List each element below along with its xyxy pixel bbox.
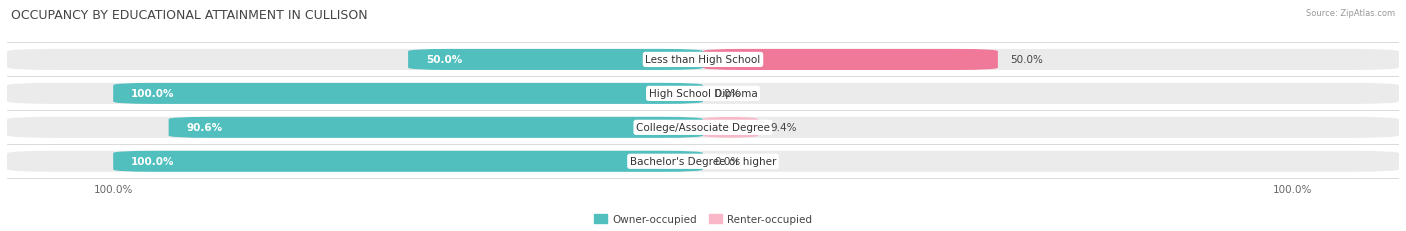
FancyBboxPatch shape [114, 83, 703, 104]
Text: Less than High School: Less than High School [645, 55, 761, 65]
FancyBboxPatch shape [703, 50, 998, 71]
FancyBboxPatch shape [169, 117, 703, 138]
Text: 90.6%: 90.6% [187, 123, 222, 133]
FancyBboxPatch shape [703, 117, 758, 138]
Legend: Owner-occupied, Renter-occupied: Owner-occupied, Renter-occupied [591, 210, 815, 228]
FancyBboxPatch shape [7, 50, 1399, 71]
FancyBboxPatch shape [7, 83, 1399, 104]
Text: OCCUPANCY BY EDUCATIONAL ATTAINMENT IN CULLISON: OCCUPANCY BY EDUCATIONAL ATTAINMENT IN C… [11, 9, 368, 22]
Text: 100.0%: 100.0% [131, 89, 174, 99]
FancyBboxPatch shape [408, 50, 703, 71]
Text: 0.0%: 0.0% [714, 157, 741, 167]
Text: 0.0%: 0.0% [714, 89, 741, 99]
Text: 100.0%: 100.0% [131, 157, 174, 167]
Text: Bachelor's Degree or higher: Bachelor's Degree or higher [630, 157, 776, 167]
Text: College/Associate Degree: College/Associate Degree [636, 123, 770, 133]
FancyBboxPatch shape [7, 117, 1399, 138]
Text: 9.4%: 9.4% [770, 123, 797, 133]
Text: 50.0%: 50.0% [1010, 55, 1043, 65]
FancyBboxPatch shape [7, 151, 1399, 172]
Text: 50.0%: 50.0% [426, 55, 463, 65]
FancyBboxPatch shape [114, 151, 703, 172]
Text: Source: ZipAtlas.com: Source: ZipAtlas.com [1306, 9, 1395, 18]
Text: High School Diploma: High School Diploma [648, 89, 758, 99]
